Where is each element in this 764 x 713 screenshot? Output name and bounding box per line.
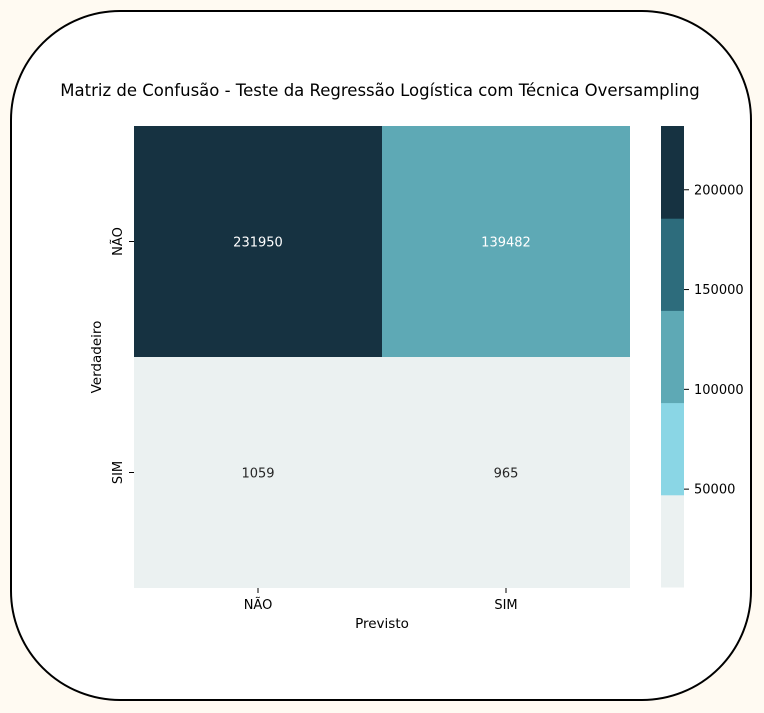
x-tick-label-0: NÃO [244,597,273,613]
y-tick-label-1: SIM [111,461,126,484]
heatmap-cells [134,126,630,588]
cell-annotations: 231950 139482 1059 965 [233,236,531,482]
heatmap-cell-1-1 [382,357,630,588]
colorbar-tick-label-2: 150000 [694,283,744,298]
colorbar-bin-4 [661,126,684,219]
x-tick-label-1: SIM [494,598,517,613]
y-tick-label-0: NÃO [110,227,126,256]
cell-annotation-0-0: 231950 [233,236,283,251]
colorbar-bin-2 [661,310,684,404]
colorbar-tick-label-3: 200000 [694,183,744,198]
y-axis-label: Verdadeiro [89,321,105,394]
colorbar-bin-3 [661,218,684,311]
heatmap-cell-1-0 [134,357,382,588]
heatmap-cell-0-1 [382,126,630,357]
x-axis: NÃO SIM [244,588,518,613]
heatmap-cell-0-0 [134,126,382,357]
colorbar-bin-0 [661,494,684,588]
colorbar-tick-label-0: 50000 [694,483,735,498]
x-axis-label: Previsto [355,616,409,632]
colorbar-tick-label-1: 100000 [694,383,744,398]
cell-annotation-1-0: 1059 [241,467,274,482]
colorbar-bin-1 [661,402,684,496]
cell-annotation-1-1: 965 [494,467,519,482]
chart-title: Matriz de Confusão - Teste da Regressão … [60,81,699,100]
y-axis: NÃO SIM [110,227,134,484]
colorbar: 50000 100000 150000 200000 [661,126,744,588]
cell-annotation-0-1: 139482 [481,236,531,251]
